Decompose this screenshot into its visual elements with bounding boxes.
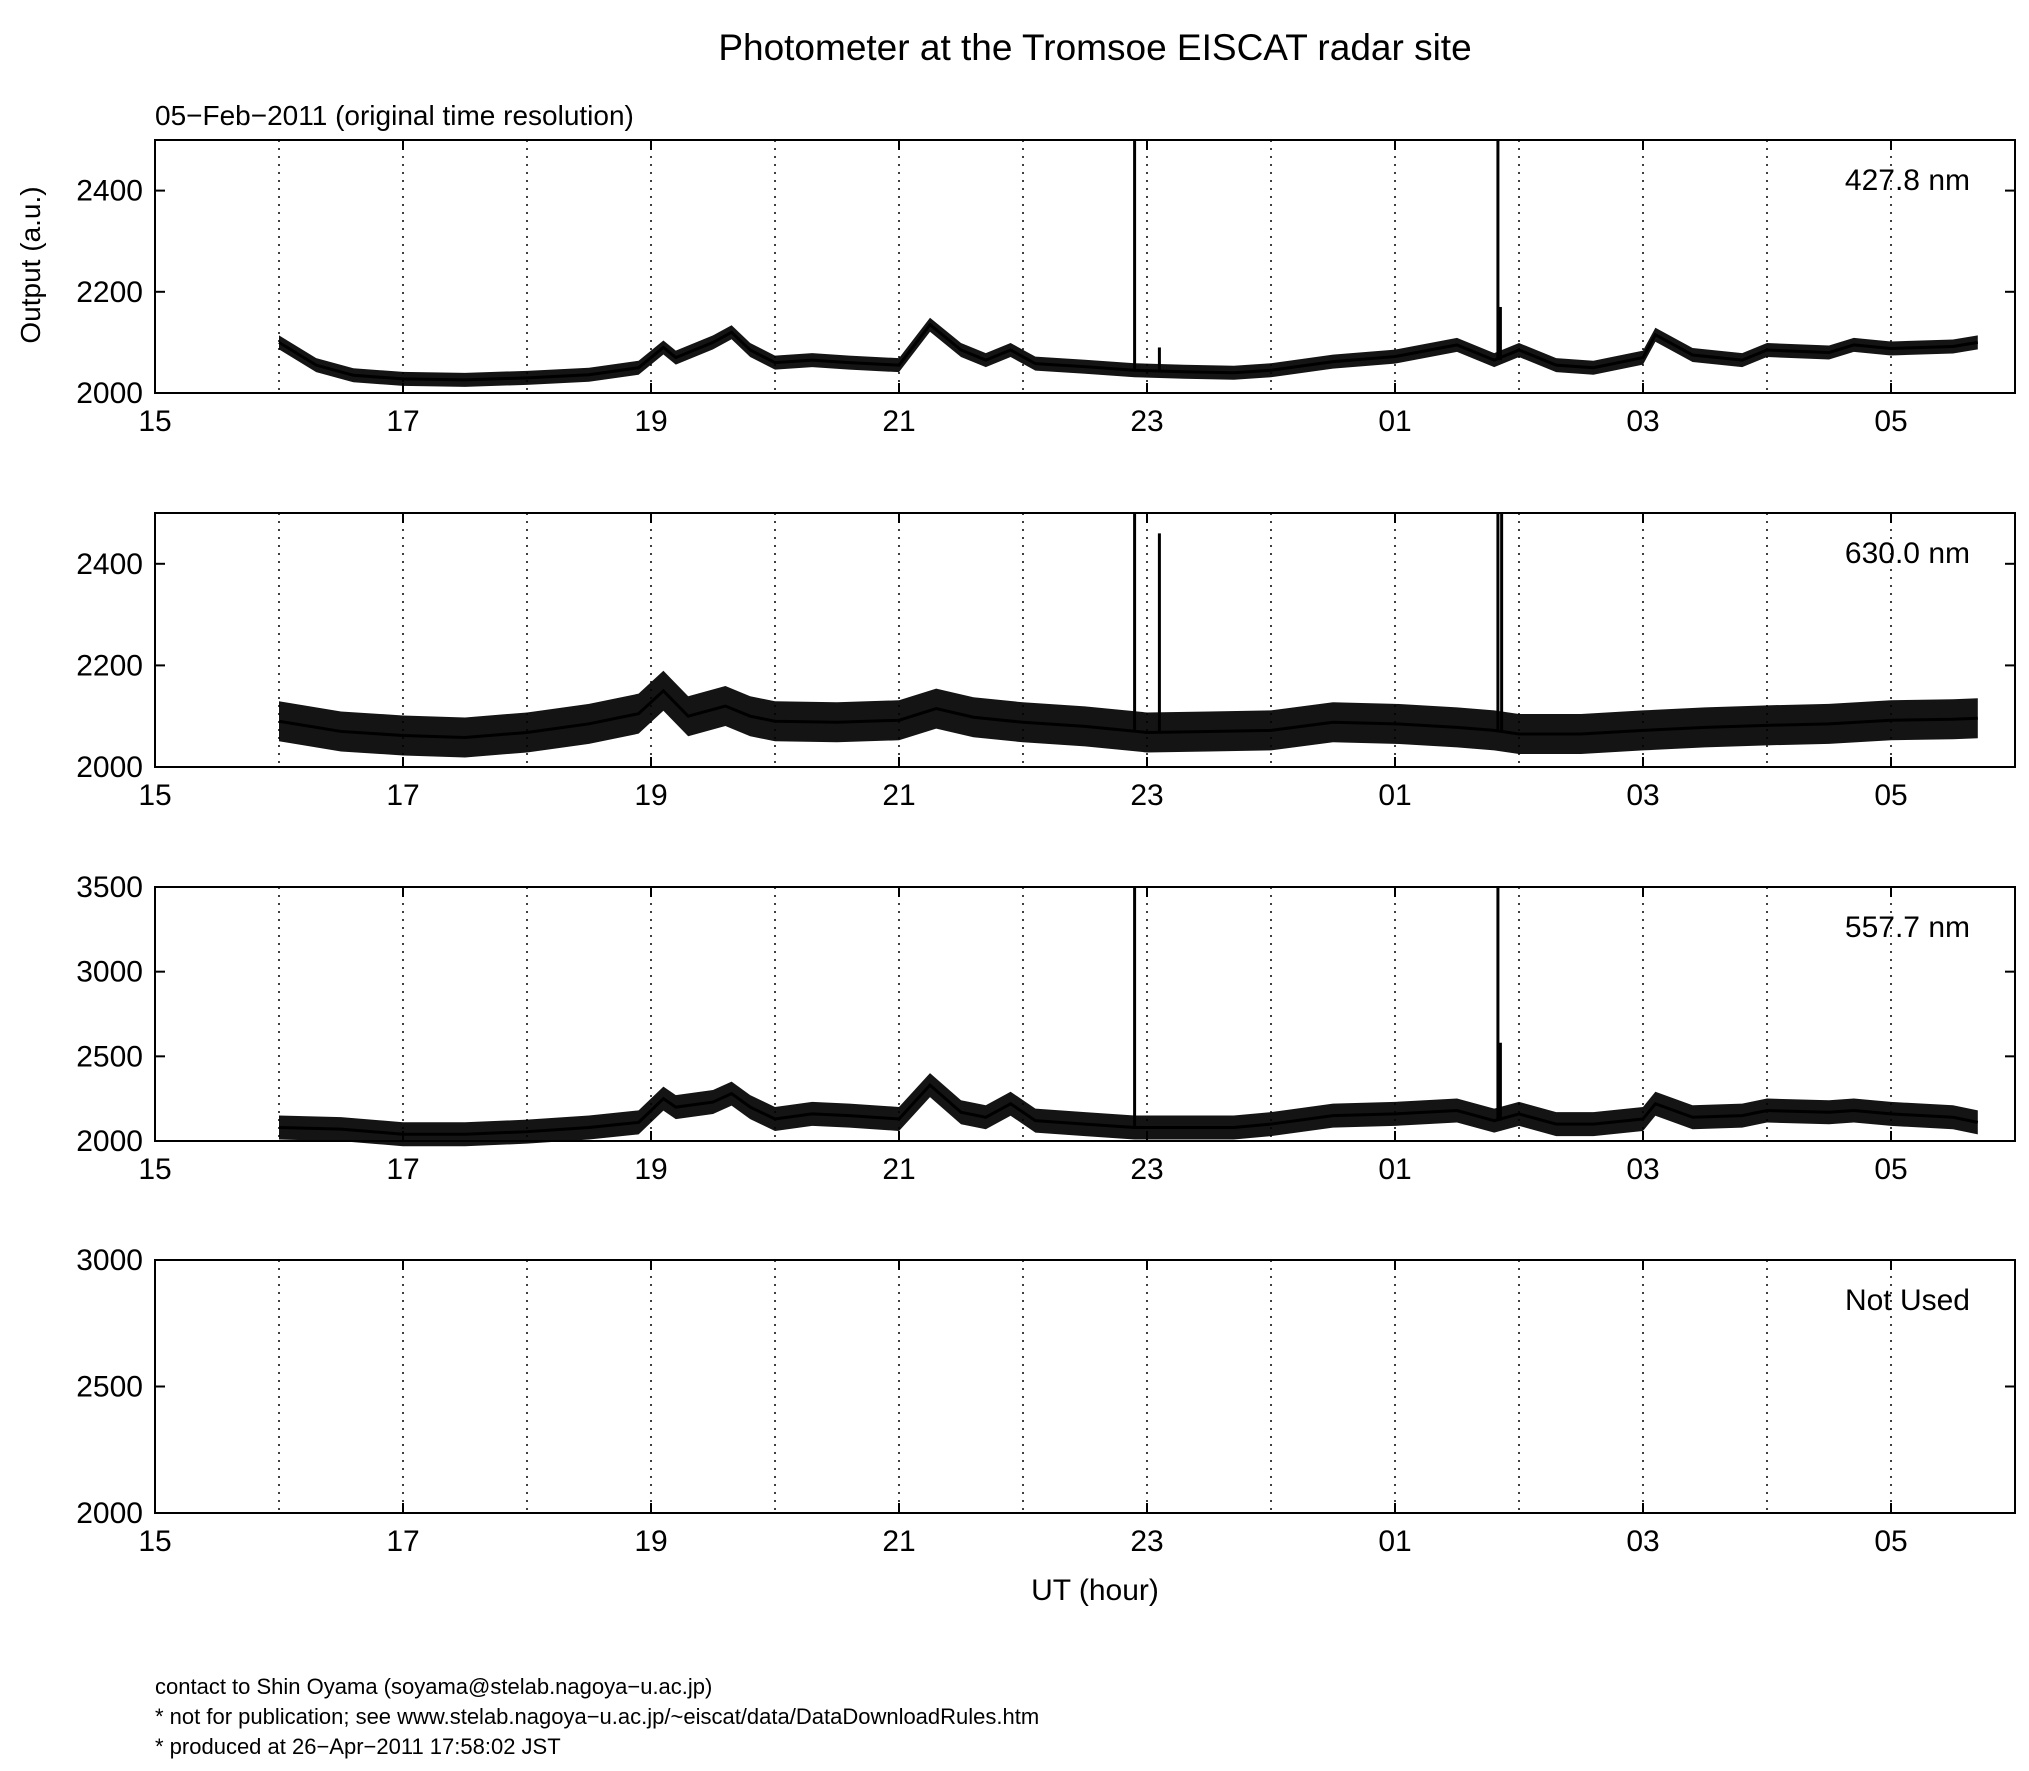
x-tick-label: 21 — [882, 1153, 915, 1186]
y-axis-label: Output (a.u.) — [15, 186, 46, 343]
x-tick-label: 23 — [1130, 1153, 1163, 1186]
x-tick-label: 01 — [1378, 779, 1411, 812]
x-tick-label: 05 — [1874, 405, 1907, 438]
chart-title: Photometer at the Tromsoe EISCAT radar s… — [718, 27, 1471, 68]
x-tick-label: 23 — [1130, 779, 1163, 812]
y-tick-label: 2000 — [76, 751, 143, 784]
panel-4: 15 17 19 21 23 01 03 05 2000 2500 3000 Not Used — [76, 1244, 2016, 1558]
y-tick-label: 3500 — [76, 871, 143, 904]
panel-3: 15 17 19 21 23 01 03 05 2000 2500 3000 3500 557.7 nm — [76, 871, 2016, 1186]
y-tick-label: 2400 — [76, 175, 143, 208]
y-tick-label: 3000 — [76, 1244, 143, 1277]
x-tick-label: 23 — [1130, 405, 1163, 438]
y-tick-label: 2000 — [76, 1497, 143, 1530]
y-tick-label: 2500 — [76, 1371, 143, 1404]
series-label: 427.8 nm — [1845, 164, 1970, 197]
x-tick-label: 05 — [1874, 1525, 1907, 1558]
series-label: Not Used — [1845, 1284, 1970, 1317]
x-tick-label: 19 — [634, 1525, 667, 1558]
x-tick-label: 03 — [1626, 779, 1659, 812]
x-tick-label: 03 — [1626, 405, 1659, 438]
series-band — [279, 670, 1978, 758]
y-tick-label: 2200 — [76, 276, 143, 309]
panels-group: 15 17 19 21 23 01 03 05 2000 2200 2400 427.8 nm 15 17… — [76, 139, 2016, 1558]
footer-contact: contact to Shin Oyama (soyama@stelab.nag… — [155, 1674, 713, 1699]
x-tick-label: 15 — [138, 779, 171, 812]
panel-1: 15 17 19 21 23 01 03 05 2000 2200 2400 427.8 nm — [76, 139, 2016, 438]
x-tick-label: 17 — [386, 1525, 419, 1558]
chart-subtitle: 05−Feb−2011 (original time resolution) — [155, 100, 634, 131]
y-tick-label: 2000 — [76, 377, 143, 410]
y-tick-label: 2200 — [76, 649, 143, 682]
plot-frame — [154, 139, 2016, 394]
footer-notes: contact to Shin Oyama (soyama@stelab.nag… — [155, 1672, 1039, 1762]
footer-produced: * produced at 26−Apr−2011 17:58:02 JST — [155, 1734, 561, 1759]
footer-note: * not for publication; see www.stelab.na… — [155, 1704, 1040, 1729]
x-tick-label: 19 — [634, 779, 667, 812]
x-tick-label: 19 — [634, 1153, 667, 1186]
x-tick-label: 21 — [882, 779, 915, 812]
plot-frame — [154, 1259, 2016, 1514]
y-tick-label: 3000 — [76, 956, 143, 989]
x-tick-label: 03 — [1626, 1525, 1659, 1558]
y-tick-label: 2400 — [76, 548, 143, 581]
photometer-figure: Photometer at the Tromsoe EISCAT radar s… — [15, 27, 2016, 1607]
x-tick-label: 15 — [138, 1153, 171, 1186]
x-tick-label: 21 — [882, 405, 915, 438]
plot-frame — [154, 512, 2016, 768]
x-tick-label: 05 — [1874, 779, 1907, 812]
x-tick-label: 15 — [138, 1525, 171, 1558]
series-label: 630.0 nm — [1845, 537, 1970, 570]
x-tick-label: 17 — [386, 405, 419, 438]
y-tick-label: 2500 — [76, 1040, 143, 1073]
x-axis-label: UT (hour) — [1031, 1574, 1159, 1607]
x-tick-label: 05 — [1874, 1153, 1907, 1186]
series-line — [278, 688, 1978, 740]
x-tick-label: 19 — [634, 405, 667, 438]
y-tick-label: 2000 — [76, 1125, 143, 1158]
series-band — [279, 1073, 1978, 1147]
x-tick-label: 01 — [1378, 405, 1411, 438]
x-tick-label: 01 — [1378, 1525, 1411, 1558]
x-tick-label: 15 — [138, 405, 171, 438]
x-tick-label: 23 — [1130, 1525, 1163, 1558]
x-tick-label: 03 — [1626, 1153, 1659, 1186]
series-label: 557.7 nm — [1845, 911, 1970, 944]
series-band — [279, 317, 1978, 387]
x-tick-label: 01 — [1378, 1153, 1411, 1186]
series-line — [278, 322, 1979, 382]
x-tick-label: 21 — [882, 1525, 915, 1558]
x-tick-label: 17 — [386, 1153, 419, 1186]
x-tick-label: 17 — [386, 779, 419, 812]
panel-2: 15 17 19 21 23 01 03 05 2000 2200 2400 630.0 nm — [76, 512, 2016, 812]
plot-frame — [154, 886, 2016, 1142]
series-line — [278, 1083, 1979, 1136]
